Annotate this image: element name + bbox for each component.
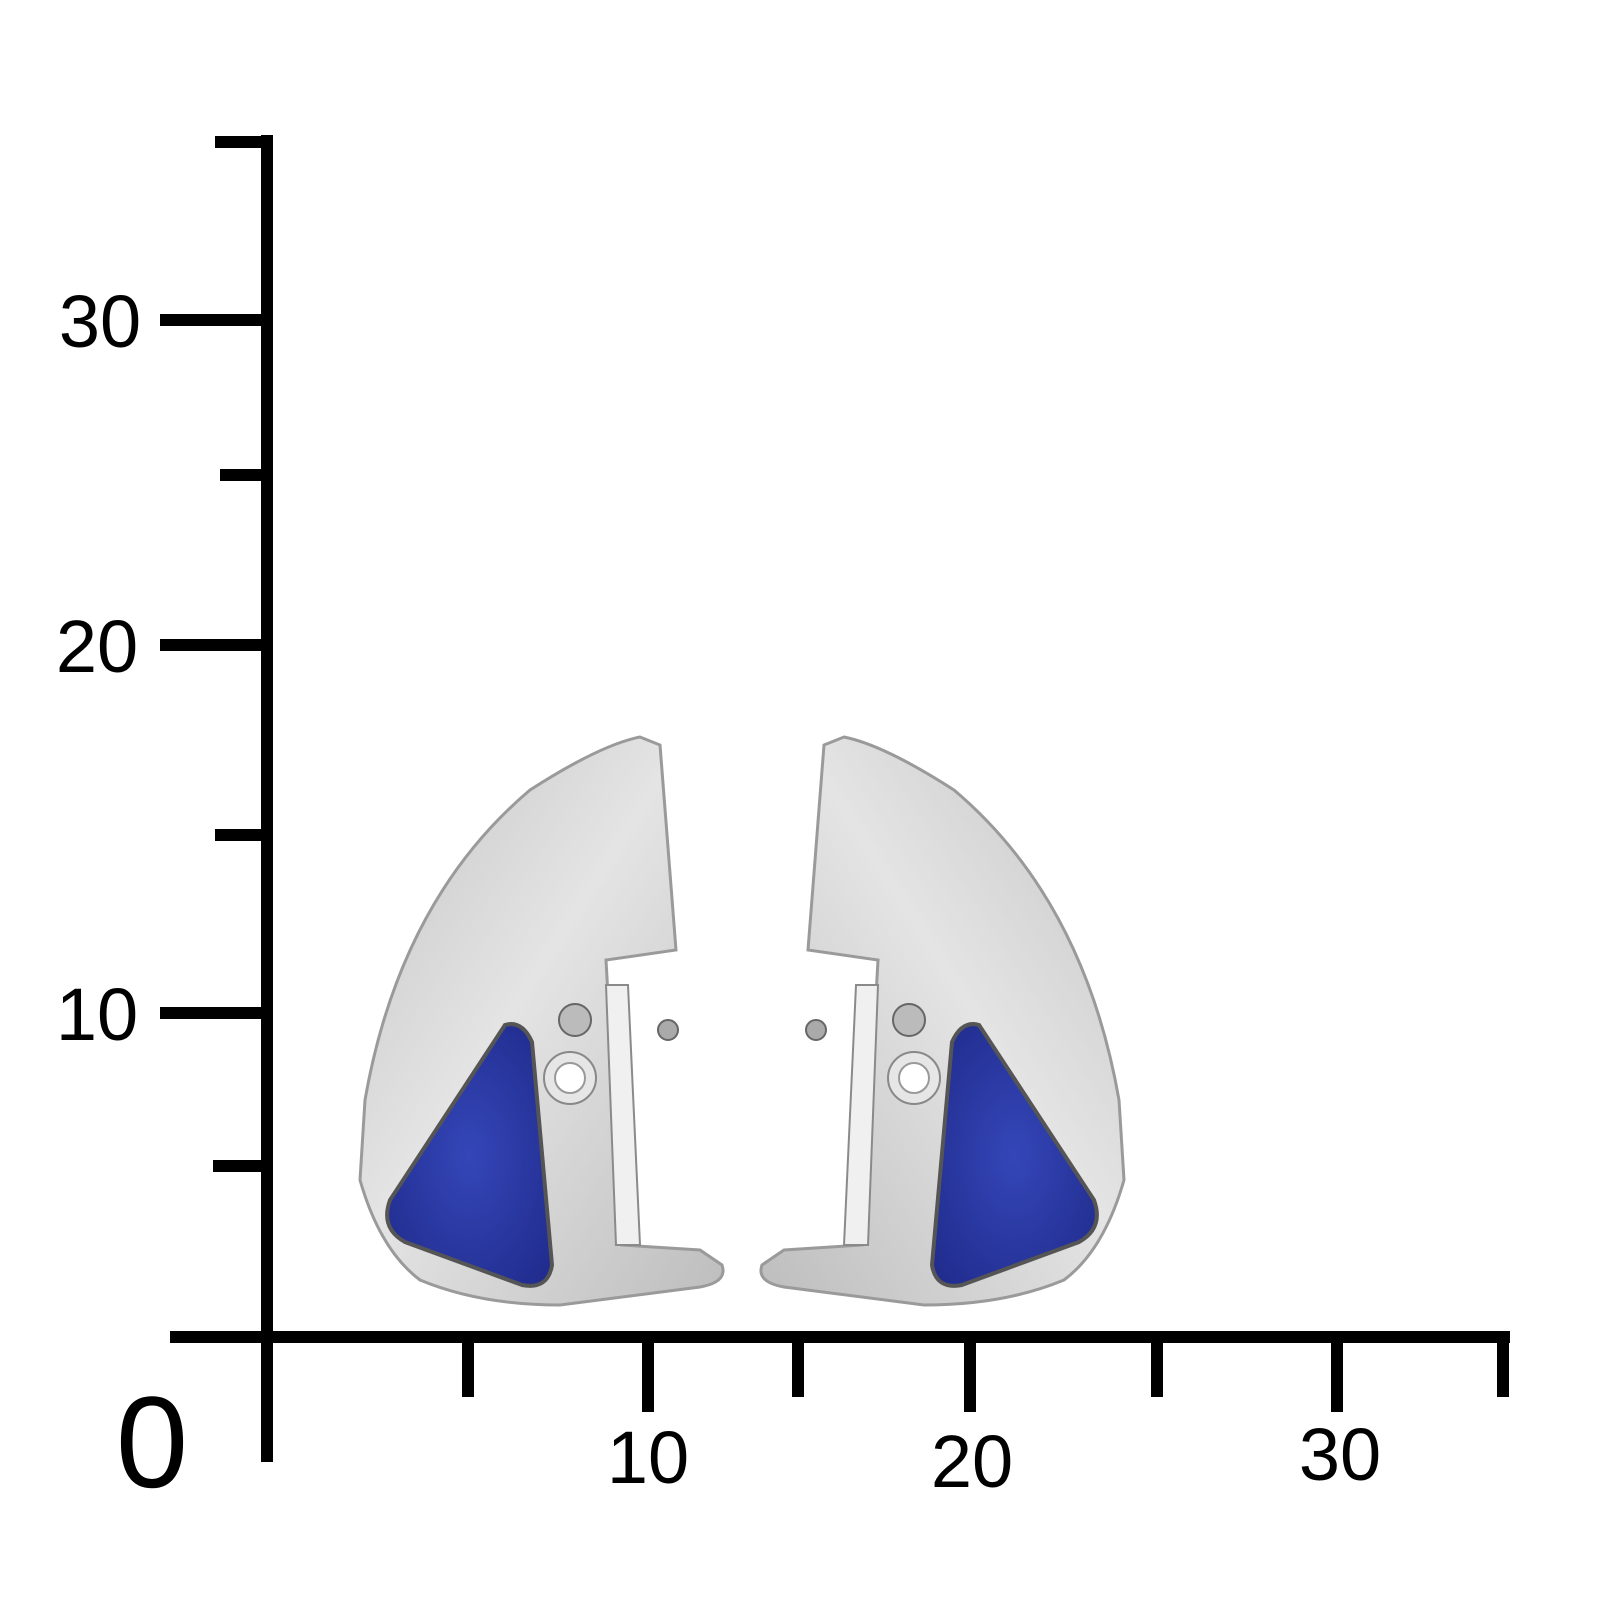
y-label-30: 30: [59, 280, 141, 363]
origin-label: 0: [116, 1369, 188, 1515]
lapis-stone: [385, 1022, 555, 1288]
earring-left: [358, 735, 725, 1307]
earring-bar: [604, 984, 642, 1246]
earring-right: [758, 735, 1126, 1307]
earring-post: [558, 1003, 592, 1037]
x-label-30: 30: [1299, 1413, 1381, 1496]
diamond: [554, 1062, 586, 1094]
x-label-20: 20: [931, 1420, 1013, 1503]
x-label-10: 10: [607, 1416, 689, 1499]
earring-post-back: [657, 1019, 679, 1041]
ruler: [160, 135, 1510, 1462]
y-label-20: 20: [56, 605, 138, 688]
y-label-10: 10: [56, 973, 138, 1056]
